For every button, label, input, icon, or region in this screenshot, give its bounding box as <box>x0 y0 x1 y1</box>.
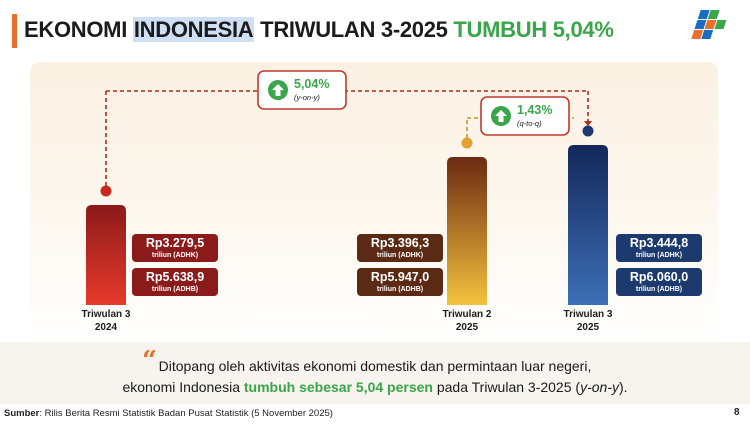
growth-basis: (q-to-q) <box>517 119 542 128</box>
adhk-value: Rp3.396,3 <box>371 236 429 250</box>
bar <box>568 145 608 305</box>
bar-marker <box>461 137 473 149</box>
adhb-value: Rp5.638,9 <box>146 270 204 284</box>
adhb-label-box <box>616 268 702 296</box>
category-label: Triwulan 3 <box>564 309 613 320</box>
bar <box>86 205 126 305</box>
bps-logo-icon <box>691 10 727 39</box>
unit-label: triliun (ADHK) <box>152 252 198 259</box>
adhk-label-box <box>616 234 702 262</box>
unit-label: triliun (ADHK) <box>636 252 682 259</box>
arrow-head-icon <box>584 121 592 126</box>
bar-marker <box>582 125 594 137</box>
summary-quote: Ditopang oleh aktivitas ekonomi domestik… <box>122 358 628 395</box>
arrow-up-icon <box>495 110 507 122</box>
adhk-value: Rp3.444,8 <box>630 236 688 250</box>
growth-value: 1,43% <box>517 103 552 117</box>
title-accent-bar <box>12 14 17 48</box>
unit-label: triliun (ADHB) <box>152 286 198 293</box>
category-label: Triwulan 3 <box>82 309 131 320</box>
adhk-label-box <box>132 234 218 262</box>
adhk-value: Rp3.279,5 <box>146 236 204 250</box>
category-label-year: 2024 <box>95 322 118 333</box>
bar <box>447 157 487 305</box>
quote-box <box>0 342 750 404</box>
category-label-year: 2025 <box>456 322 479 333</box>
adhb-value: Rp5.947,0 <box>371 270 429 284</box>
adhb-value: Rp6.060,0 <box>630 270 688 284</box>
adhb-label-box <box>357 268 443 296</box>
source-note: Sumber: Rilis Berita Resmi Statistik Bad… <box>4 408 333 419</box>
bar-marker <box>100 185 112 197</box>
unit-label: triliun (ADHB) <box>377 286 423 293</box>
growth-value: 5,04% <box>294 77 329 91</box>
growth-basis: (y-on-y) <box>294 93 320 102</box>
adhk-label-box <box>357 234 443 262</box>
arrow-up-icon <box>272 84 284 96</box>
unit-label: triliun (ADHK) <box>377 252 423 259</box>
title-highlight: INDONESIA <box>132 17 255 42</box>
page-title: EKONOMI INDONESIA TRIWULAN 3-2025 TUMBUH… <box>24 17 614 42</box>
quote-icon: “ <box>142 346 157 376</box>
adhb-label-box <box>132 268 218 296</box>
category-label: Triwulan 2 <box>443 309 492 320</box>
unit-label: triliun (ADHB) <box>636 286 682 293</box>
page-number: 8 <box>734 407 740 418</box>
title-growth: TUMBUH 5,04% <box>453 17 614 42</box>
category-label-year: 2025 <box>577 322 600 333</box>
